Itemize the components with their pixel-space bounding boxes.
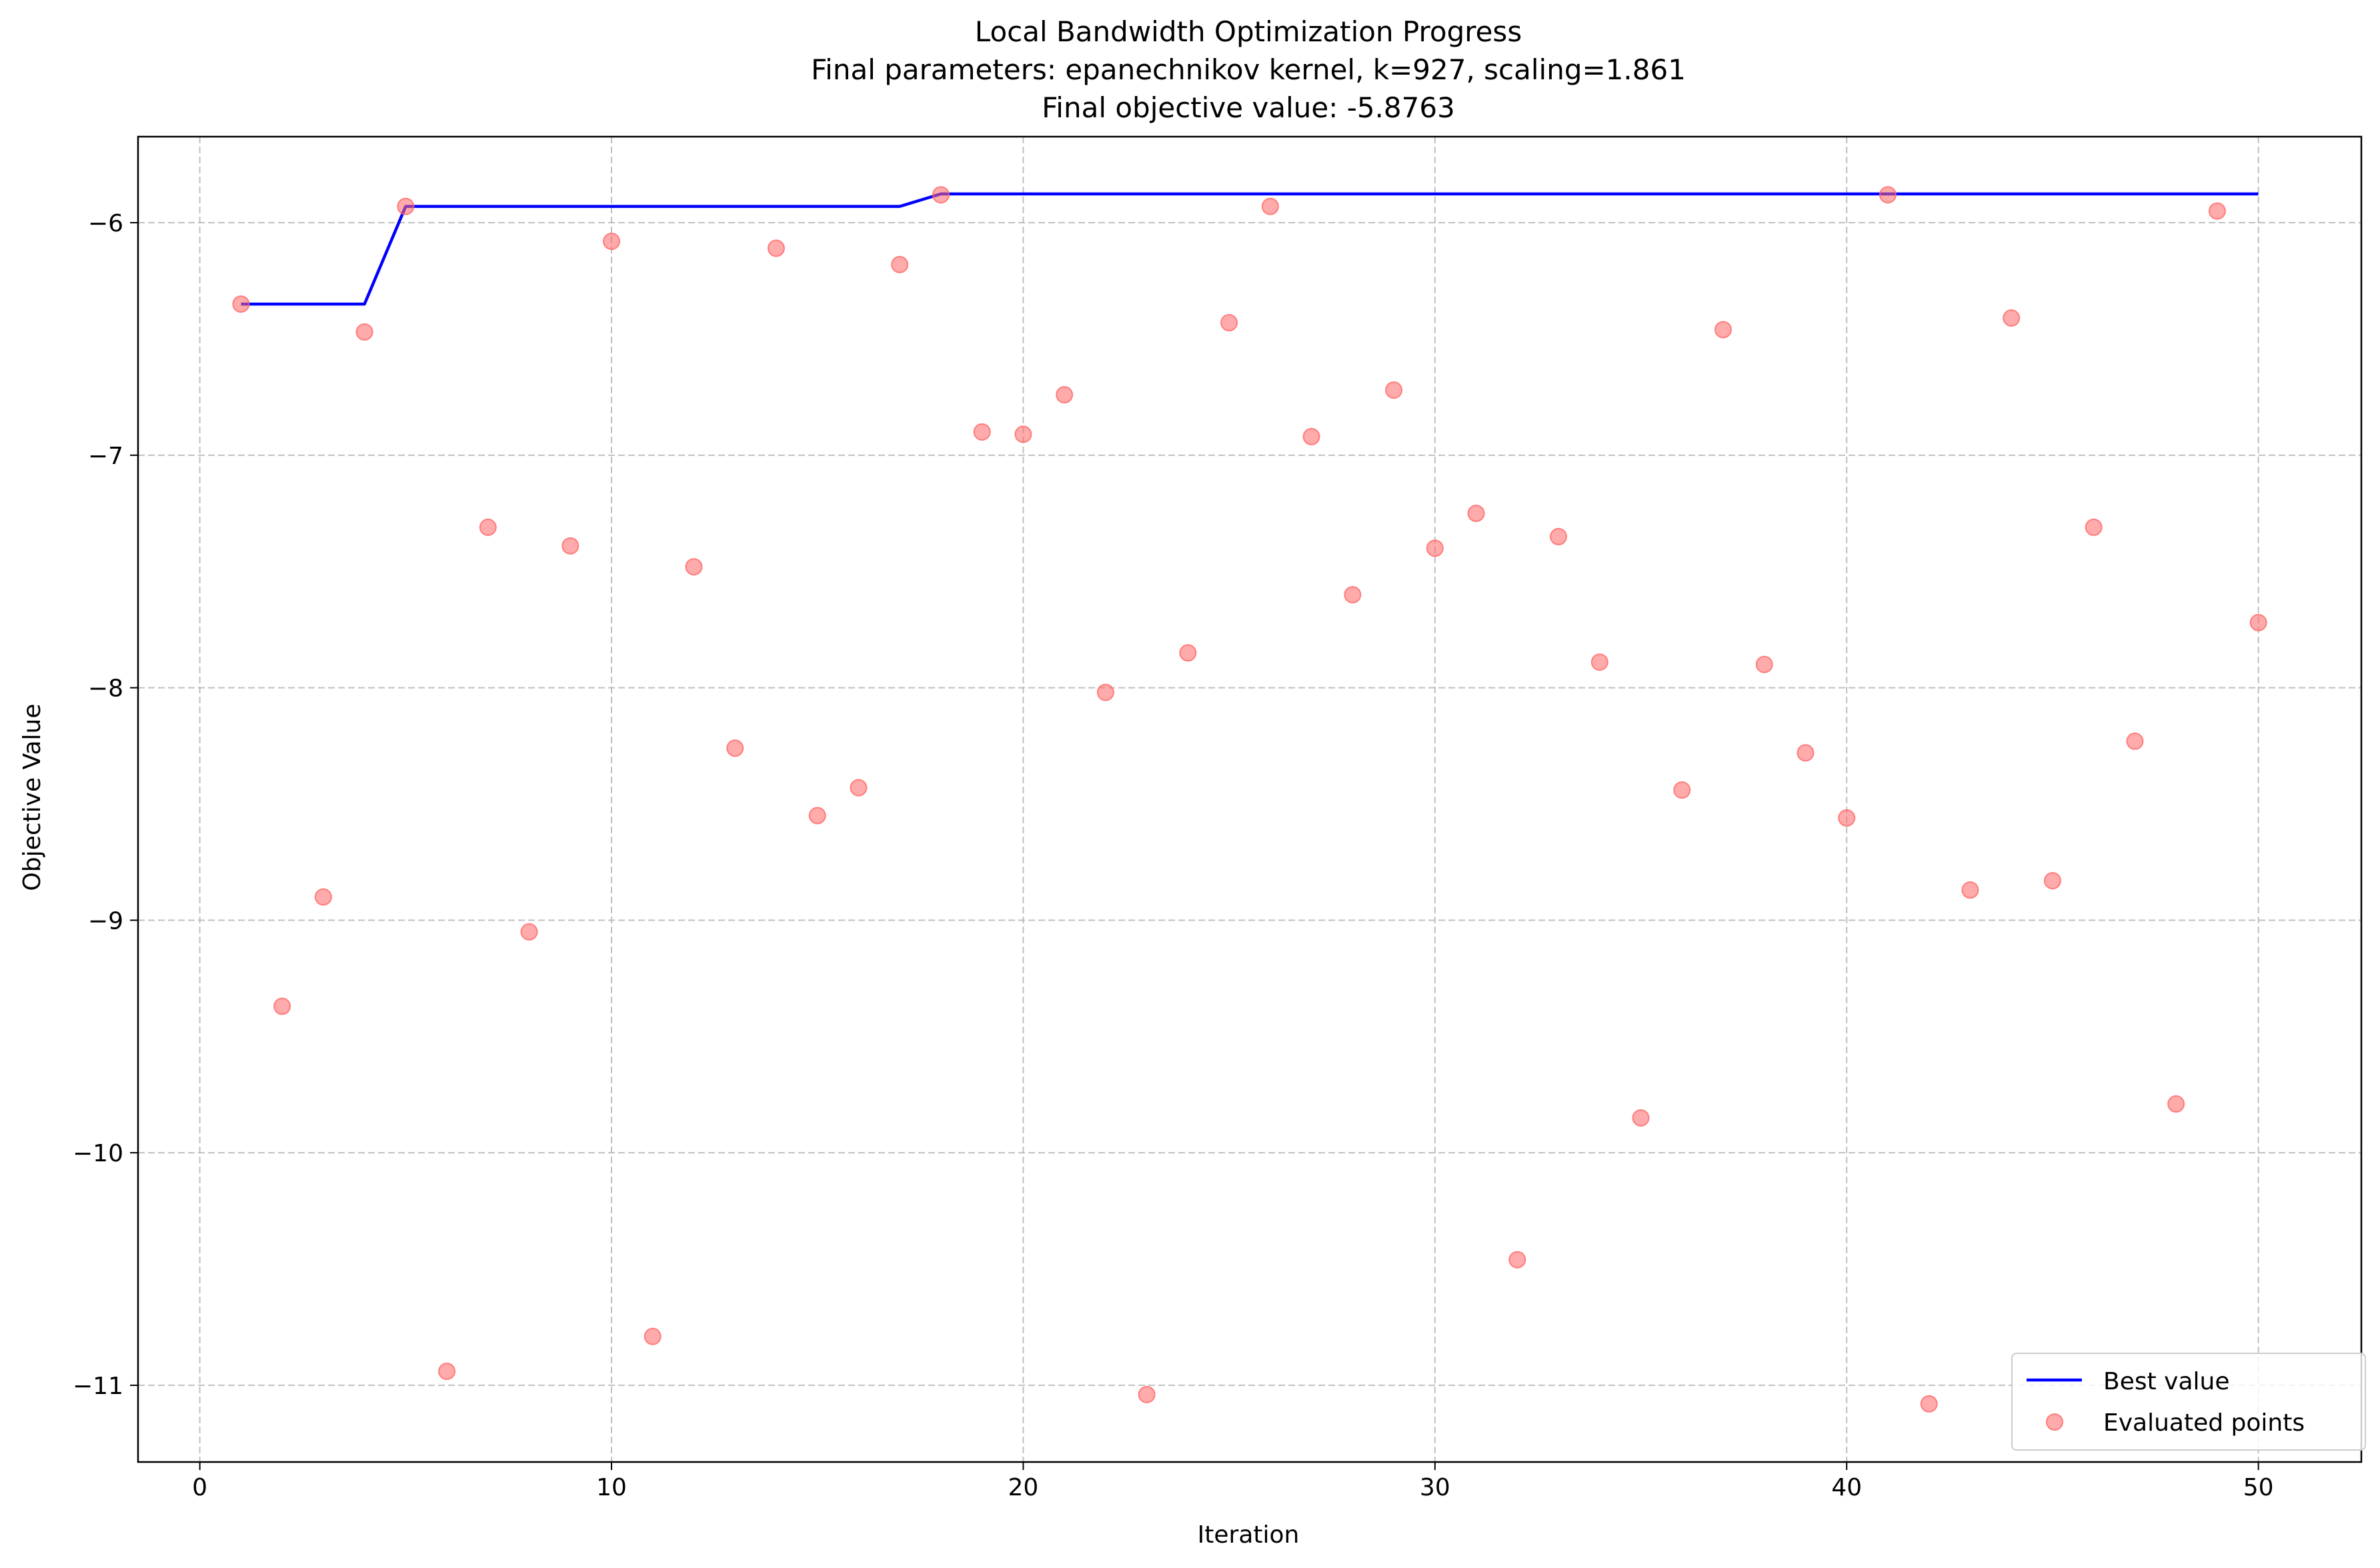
evaluated-point bbox=[479, 518, 497, 536]
axis-ticks: 0 10 20 30 40 50 −6 −7 −8 −9 −10 −11 bbox=[73, 210, 2274, 1501]
evaluated-point bbox=[1056, 386, 1074, 404]
evaluated-point bbox=[726, 739, 744, 757]
evaluated-point bbox=[1550, 527, 1568, 545]
evaluated-point bbox=[1797, 744, 1815, 762]
evaluated-point bbox=[1467, 505, 1485, 523]
y-tick-label: −11 bbox=[73, 1373, 123, 1400]
best-value-line bbox=[241, 192, 2259, 306]
evaluated-point bbox=[520, 923, 538, 941]
evaluated-point bbox=[1179, 644, 1197, 662]
evaluated-point bbox=[2003, 309, 2021, 327]
y-axis-label: Objective Value bbox=[19, 703, 46, 891]
plot-frame bbox=[137, 135, 2363, 1463]
evaluated-point bbox=[397, 197, 415, 215]
x-tick-label: 30 bbox=[1420, 1474, 1450, 1501]
evaluated-point bbox=[850, 779, 868, 797]
x-tick-label: 50 bbox=[2243, 1474, 2274, 1501]
evaluated-point bbox=[355, 323, 373, 341]
y-tick-label: −6 bbox=[88, 210, 123, 237]
evaluated-point bbox=[1714, 321, 1732, 339]
evaluated-point bbox=[1261, 197, 1279, 215]
evaluated-point bbox=[1920, 1395, 1938, 1413]
evaluated-point bbox=[1302, 427, 1320, 445]
y-tick-label: −9 bbox=[88, 907, 123, 935]
plot-area bbox=[232, 186, 2267, 1413]
x-tick-label: 0 bbox=[192, 1474, 207, 1501]
evaluated-point bbox=[2126, 732, 2144, 750]
x-tick-label: 40 bbox=[1831, 1474, 1862, 1501]
evaluated-point bbox=[891, 255, 909, 273]
evaluated-point bbox=[2085, 518, 2103, 536]
evaluated-point bbox=[1220, 314, 1238, 332]
chart-subtitle-2: Final objective value: -5.8763 bbox=[1042, 91, 1455, 124]
evaluated-point bbox=[314, 888, 332, 906]
chart-subtitle: Final parameters: epanechnikov kernel, k… bbox=[811, 53, 1686, 86]
evaluated-point bbox=[2167, 1095, 2185, 1113]
evaluated-point bbox=[1879, 186, 1897, 204]
evaluated-point bbox=[1344, 586, 1362, 604]
evaluated-point bbox=[1426, 539, 1444, 557]
evaluated-point bbox=[232, 295, 250, 313]
evaluated-point bbox=[1673, 781, 1691, 799]
evaluated-point bbox=[1632, 1109, 1650, 1127]
x-axis-label: Iteration bbox=[1198, 1521, 1300, 1549]
legend-label-evaluated: Evaluated points bbox=[2103, 1409, 2305, 1437]
chart-title: Local Bandwidth Optimization Progress bbox=[975, 15, 1522, 48]
evaluated-point bbox=[1838, 809, 1856, 827]
evaluated-point bbox=[685, 558, 703, 576]
legend-box bbox=[2011, 1353, 2366, 1451]
evaluated-point bbox=[2249, 613, 2267, 631]
evaluated-point bbox=[973, 423, 991, 441]
evaluated-point bbox=[1590, 653, 1608, 671]
evaluated-point bbox=[2043, 872, 2061, 890]
evaluated-point bbox=[1961, 881, 1979, 899]
legend-marker-swatch bbox=[2046, 1413, 2063, 1431]
evaluated-point bbox=[1755, 655, 1773, 673]
y-tick-label: −7 bbox=[88, 443, 123, 470]
evaluated-point bbox=[603, 232, 621, 250]
evaluated-point bbox=[1138, 1385, 1156, 1403]
grid bbox=[138, 137, 2361, 1462]
legend: Best value Evaluated points bbox=[2011, 1353, 2366, 1451]
evaluated-point bbox=[2208, 202, 2226, 220]
evaluated-point bbox=[644, 1327, 662, 1345]
y-tick-label: −8 bbox=[88, 675, 123, 703]
evaluated-point bbox=[808, 807, 826, 825]
evaluated-point bbox=[561, 537, 579, 555]
evaluated-point bbox=[1014, 425, 1032, 443]
evaluated-point bbox=[1385, 381, 1403, 399]
evaluated-point bbox=[932, 186, 950, 204]
x-tick-label: 10 bbox=[596, 1474, 627, 1501]
evaluated-point bbox=[438, 1362, 456, 1380]
evaluated-point bbox=[767, 239, 785, 257]
legend-label-best: Best value bbox=[2103, 1368, 2230, 1395]
evaluated-point bbox=[273, 997, 291, 1015]
x-tick-label: 20 bbox=[1008, 1474, 1039, 1501]
evaluated-point bbox=[1096, 683, 1114, 701]
evaluated-point bbox=[1508, 1251, 1526, 1269]
y-tick-label: −10 bbox=[73, 1140, 123, 1167]
